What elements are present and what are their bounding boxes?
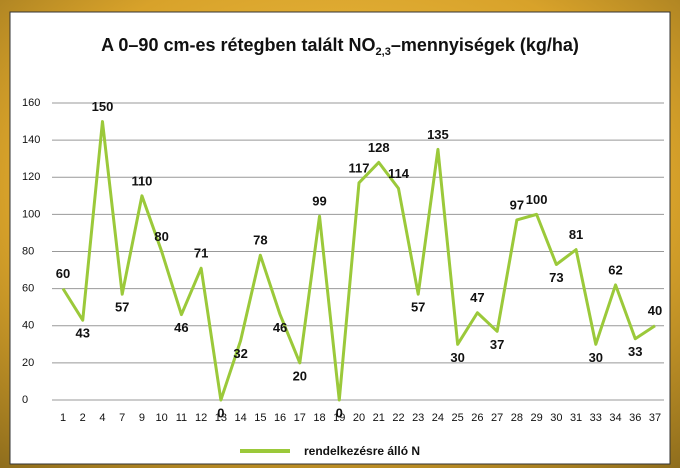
x-tick-label: 37 xyxy=(649,412,661,424)
x-tick-label: 28 xyxy=(511,412,523,424)
data-label: 57 xyxy=(115,300,129,315)
data-label: 99 xyxy=(312,194,326,209)
title-main: A 0–90 cm-es rétegben talált NO xyxy=(101,35,375,55)
data-label: 37 xyxy=(490,337,504,352)
data-label: 71 xyxy=(194,246,208,261)
x-tick-label: 10 xyxy=(156,412,168,424)
y-tick-label: 120 xyxy=(22,171,40,183)
data-label: 150 xyxy=(92,99,114,114)
chart-title: A 0–90 cm-es rétegben talált NO2,3–menny… xyxy=(101,35,579,58)
data-label: 0 xyxy=(336,405,343,420)
x-tick-label: 13 xyxy=(215,412,227,424)
data-label: 57 xyxy=(411,300,425,315)
data-label: 80 xyxy=(154,229,168,244)
data-label: 60 xyxy=(56,266,70,281)
x-tick-label: 14 xyxy=(234,412,246,424)
x-tick-label: 15 xyxy=(254,412,266,424)
data-label: 110 xyxy=(131,173,152,188)
data-label: 81 xyxy=(569,227,583,242)
x-tick-label: 18 xyxy=(313,412,325,424)
y-tick-label: 140 xyxy=(22,134,40,146)
x-tick-label: 34 xyxy=(609,412,621,424)
y-tick-label: 80 xyxy=(22,245,34,257)
y-tick-label: 40 xyxy=(22,320,34,332)
data-label: 97 xyxy=(510,197,524,212)
data-label: 30 xyxy=(589,350,603,365)
data-label: 20 xyxy=(293,368,307,383)
x-tick-label: 4 xyxy=(99,412,105,424)
x-tick-label: 2 xyxy=(80,412,86,424)
data-label: 100 xyxy=(526,192,548,207)
data-label: 46 xyxy=(174,320,188,335)
title-end: –mennyiségek (kg/ha) xyxy=(391,35,579,55)
data-label: 62 xyxy=(608,262,622,277)
x-tick-label: 25 xyxy=(452,412,464,424)
data-label: 114 xyxy=(388,166,410,181)
x-tick-label: 23 xyxy=(412,412,424,424)
x-tick-label: 29 xyxy=(530,412,542,424)
data-label: 33 xyxy=(628,344,642,359)
x-tick-label: 30 xyxy=(550,412,562,424)
y-tick-label: 160 xyxy=(22,97,40,109)
x-tick-label: 26 xyxy=(471,412,483,424)
data-label: 46 xyxy=(273,320,287,335)
y-tick-label: 20 xyxy=(22,357,34,369)
series-line xyxy=(61,120,656,402)
y-tick-label: 60 xyxy=(22,283,34,295)
data-label: 117 xyxy=(349,160,370,175)
data-label: 0 xyxy=(217,405,224,420)
legend-label: rendelkezésre álló N xyxy=(304,444,420,458)
x-tick-label: 12 xyxy=(195,412,207,424)
x-tick-label: 27 xyxy=(491,412,503,424)
x-tick-label: 19 xyxy=(333,412,345,424)
x-tick-label: 20 xyxy=(353,412,365,424)
title-sub: 2,3 xyxy=(376,46,391,58)
x-tick-label: 36 xyxy=(629,412,641,424)
x-tick-label: 33 xyxy=(590,412,602,424)
x-tick-label: 17 xyxy=(294,412,306,424)
data-label: 128 xyxy=(368,140,390,155)
data-label: 30 xyxy=(450,350,464,365)
x-tick-label: 16 xyxy=(274,412,286,424)
x-tick-label: 11 xyxy=(176,412,187,424)
data-label: 135 xyxy=(427,127,449,142)
x-tick-label: 21 xyxy=(373,412,385,424)
data-label: 43 xyxy=(75,326,89,341)
data-label: 32 xyxy=(233,346,247,361)
x-tick-label: 24 xyxy=(432,412,444,424)
y-tick-label: 100 xyxy=(22,208,40,220)
x-tick-label: 9 xyxy=(139,412,145,424)
data-label: 73 xyxy=(549,270,563,285)
x-tick-label: 7 xyxy=(119,412,125,424)
data-label: 78 xyxy=(253,233,267,248)
y-tick-label: 0 xyxy=(22,394,28,406)
x-tick-label: 31 xyxy=(570,412,582,424)
x-tick-label: 22 xyxy=(392,412,404,424)
x-tick-label: 1 xyxy=(60,412,66,424)
data-label: 47 xyxy=(470,290,484,305)
data-label: 40 xyxy=(648,303,662,318)
